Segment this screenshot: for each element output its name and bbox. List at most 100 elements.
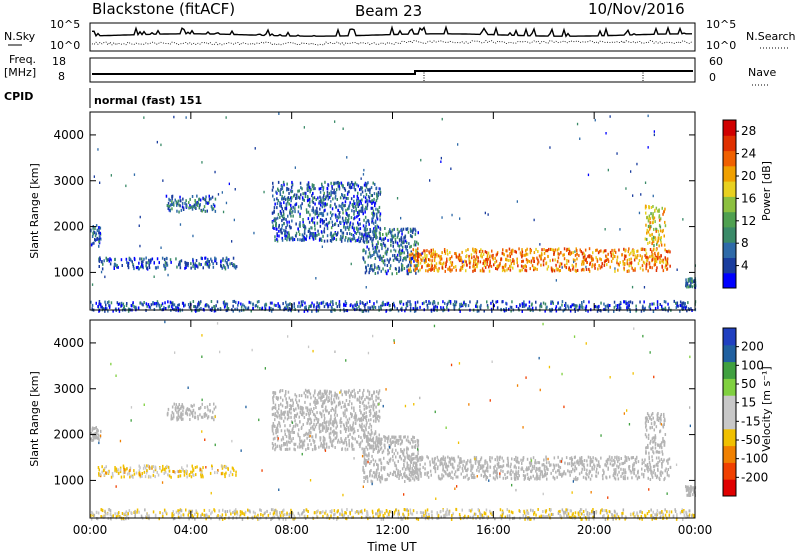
echo-cell-5 (553, 466, 556, 470)
echo-cell-3 (274, 412, 277, 416)
echo-cell-3 (328, 392, 331, 396)
echo-cell-3 (295, 407, 297, 411)
echo-cell-3 (284, 410, 286, 414)
echo-cell-3 (375, 419, 377, 423)
echo-cell-5 (639, 254, 641, 258)
echo-cell-5 (502, 267, 505, 271)
echo-cell-5 (492, 257, 494, 261)
echo-cell-1 (207, 264, 209, 268)
echo-cell-3 (339, 220, 341, 224)
echo-cell-8 (103, 307, 105, 311)
echo-cell-5 (533, 268, 535, 272)
echo-cell-8 (559, 306, 561, 310)
echo-cell-5 (489, 254, 491, 258)
echo-cell-6 (646, 216, 648, 220)
echo-cell-4 (406, 453, 409, 457)
echo-cell-1 (105, 256, 107, 260)
noise-dot (362, 173, 365, 176)
echo-cell-8 (265, 303, 268, 307)
echo-cell-4 (401, 441, 403, 445)
echo-cell-4 (367, 263, 369, 267)
echo-cell-3 (290, 407, 292, 411)
echo-cell-5 (428, 264, 431, 267)
echo-cell-4 (377, 445, 380, 449)
echo-cell-8 (387, 301, 390, 305)
echo-cell-3 (346, 232, 348, 236)
echo-cell-3 (338, 181, 341, 185)
echo-cell-3 (307, 182, 310, 186)
echo-cell-5 (473, 268, 475, 272)
echo-cell-5 (426, 249, 428, 253)
echo-cell-3 (348, 206, 350, 210)
echo-cell-3 (325, 195, 327, 199)
echo-cell-5 (474, 248, 476, 251)
noise-dot (133, 173, 136, 176)
echo-cell-3 (351, 402, 353, 406)
echo-cell-3 (352, 204, 354, 208)
echo-cell-0 (92, 232, 94, 236)
echo-cell-5 (620, 474, 622, 478)
echo-cell-8 (643, 309, 645, 313)
echo-cell-5 (570, 464, 573, 468)
echo-cell-5 (416, 256, 419, 260)
echo-cell-5 (644, 254, 646, 258)
echo-cell-5 (557, 455, 559, 459)
echo-cell-3 (292, 209, 294, 213)
echo-cell-5 (535, 469, 537, 473)
echo-cell-5 (579, 248, 581, 252)
echo-cell-3 (338, 187, 341, 191)
echo-cell-5 (553, 269, 556, 273)
echo-cell-3 (336, 393, 339, 397)
echo-cell-3 (331, 430, 334, 434)
echo-cell-8 (428, 300, 430, 304)
echo-cell-3 (285, 226, 287, 229)
echo-cell-3 (362, 394, 364, 398)
echo-cell-3 (279, 444, 281, 448)
noise-dot (217, 193, 220, 196)
echo-cell-3 (327, 183, 330, 187)
echo-cell-4 (394, 233, 396, 237)
echo-cell-4 (409, 260, 411, 264)
echo-cell-3 (371, 393, 373, 397)
echo-cell-3 (304, 433, 307, 437)
echo-cell-3 (335, 215, 337, 219)
echo-cell-5 (444, 265, 447, 269)
echo-cell-4 (368, 452, 370, 456)
echo-cell-8 (394, 305, 396, 309)
echo-cell-4 (403, 448, 405, 452)
echo-cell-6 (655, 227, 657, 231)
echo-cell-3 (341, 202, 343, 206)
echo-cell-0 (98, 237, 100, 241)
noise-dot (160, 246, 162, 249)
echo-cell-3 (323, 229, 325, 233)
echo-cell-8 (578, 303, 581, 307)
echo-cell-3 (303, 411, 305, 415)
echo-cell-4 (389, 238, 392, 242)
echo-cell-3 (287, 200, 289, 204)
echo-cell-3 (348, 185, 351, 189)
echo-cell-1 (183, 470, 186, 474)
echo-cell-5 (645, 267, 647, 271)
echo-cell-3 (364, 215, 367, 219)
echo-cell-3 (317, 213, 320, 217)
echo-cell-1 (173, 470, 175, 474)
echo-cell-5 (558, 252, 560, 256)
noise-dot (384, 244, 387, 248)
colorbar-segment (723, 257, 736, 274)
echo-cell-5 (589, 261, 592, 265)
echo-cell-8 (331, 309, 333, 313)
echo-cell-5 (473, 455, 476, 459)
echo-cell-1 (212, 262, 214, 266)
echo-cell-4 (395, 464, 397, 468)
echo-cell-5 (485, 258, 487, 261)
echo-cell-5 (582, 259, 584, 263)
echo-cell-3 (279, 447, 281, 451)
echo-cell-3 (322, 394, 324, 398)
echo-cell-5 (598, 249, 601, 253)
echo-cell-5 (552, 268, 554, 272)
echo-cell-0 (94, 234, 97, 238)
echo-cell-3 (326, 239, 329, 243)
echo-cell-3 (337, 181, 339, 184)
echo-cell-7 (690, 279, 692, 282)
echo-cell-2 (180, 405, 182, 409)
